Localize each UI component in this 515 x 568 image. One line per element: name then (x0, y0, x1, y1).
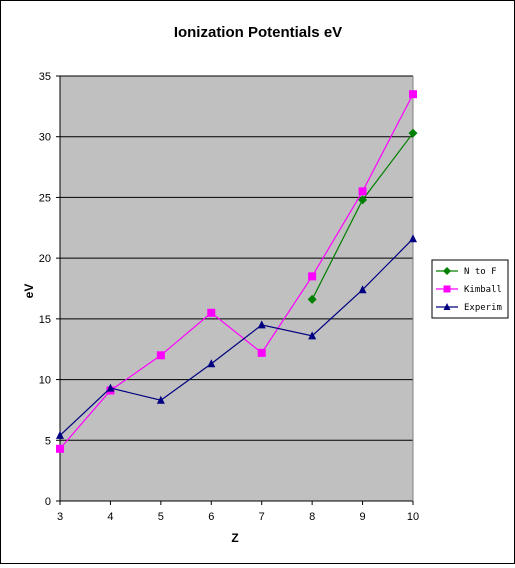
diamond-marker (408, 128, 418, 138)
legend-label: Experim (464, 303, 502, 313)
diamond-marker (307, 294, 317, 304)
square-marker (207, 308, 216, 317)
series-n-to-f (307, 128, 418, 304)
triangle-marker (106, 383, 115, 392)
plot-area (60, 76, 413, 501)
square-marker (443, 285, 451, 293)
square-marker (156, 351, 165, 360)
legend-label: Kimball (464, 285, 502, 295)
axes (59, 76, 414, 502)
square-marker (257, 348, 266, 357)
y-tick-label: 30 (39, 132, 51, 144)
square-marker (308, 272, 317, 281)
x-tick-label: 3 (57, 511, 63, 523)
diamond-marker (443, 267, 451, 275)
x-tick-label: 10 (407, 511, 419, 523)
x-tick-label: 9 (360, 511, 366, 523)
series-line (59, 93, 414, 450)
legend-label: N to F (464, 267, 497, 277)
y-tick-label: 15 (39, 314, 51, 326)
y-tick-label: 25 (39, 192, 51, 204)
triangle-marker (207, 359, 216, 368)
triangle-marker (308, 331, 317, 340)
x-tick-label: 4 (107, 511, 113, 523)
y-tick-label: 5 (45, 435, 51, 447)
x-tick-label: 6 (208, 511, 214, 523)
x-tick-label: 8 (309, 511, 315, 523)
x-axis-ticks: 3 4 5 6 7 8 9 10 (57, 501, 419, 523)
triangle-marker (257, 320, 266, 329)
x-tick-label: 5 (158, 511, 164, 523)
diamond-marker (358, 195, 368, 205)
y-tick-label: 0 (45, 496, 51, 508)
series-layer (56, 90, 418, 453)
square-marker (358, 187, 367, 196)
x-axis-label: Z (231, 531, 238, 545)
triangle-marker (443, 303, 451, 310)
gridlines (60, 75, 413, 441)
x-tick-label: 7 (259, 511, 265, 523)
legend: N to F Kimball Experim (431, 259, 509, 319)
y-tick-label: 20 (39, 253, 51, 265)
series-line (59, 238, 414, 436)
triangle-marker (409, 234, 417, 243)
triangle-marker (56, 430, 64, 439)
chart-title: Ionization Potentials eV (174, 24, 342, 41)
series-experim (56, 234, 417, 439)
triangle-marker (358, 285, 367, 294)
y-tick-label: 10 (39, 375, 51, 387)
y-axis-label: eV (22, 284, 36, 299)
square-marker (56, 444, 64, 453)
y-axis-ticks: 0 5 10 15 20 25 30 35 (39, 71, 60, 508)
y-tick-label: 35 (39, 71, 51, 83)
triangle-marker (156, 395, 165, 404)
square-marker (409, 90, 417, 99)
